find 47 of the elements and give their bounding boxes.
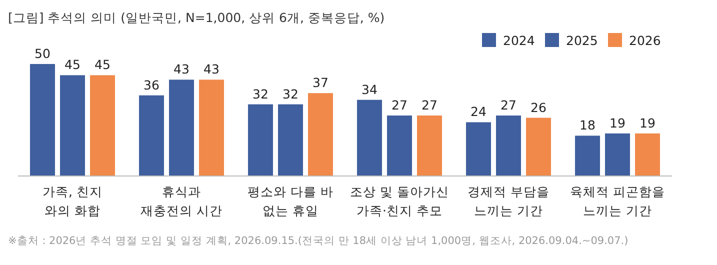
- bar: [635, 133, 660, 176]
- legend-label: 2024: [503, 33, 535, 48]
- x-tick-label: 휴식과 재충전의 시간: [140, 184, 222, 218]
- data-label: 18: [580, 118, 596, 133]
- data-label: 36: [144, 77, 160, 92]
- bar: [90, 75, 115, 176]
- data-label: 26: [530, 100, 546, 115]
- bar: [417, 116, 442, 176]
- data-label: 32: [282, 86, 298, 102]
- data-label: 19: [610, 115, 626, 130]
- data-label: 43: [204, 62, 220, 77]
- bar: [496, 116, 521, 176]
- text: ※출처 : 2026년 추석 명절 모임 및 일정 계획, 2026.09.15.(전국의 만 18세 이상 남녀 1,000명, 웹조사, 2026.09.04.~09.07.): [8, 235, 628, 247]
- legend-label: 2025: [566, 33, 598, 48]
- data-label: 27: [500, 98, 516, 113]
- bar: [139, 95, 164, 176]
- chart-title: [그림] 추석의 의미 (일반국민, N=1,000, 상위 6개, 중복응답, %): [8, 10, 385, 25]
- bar: [575, 136, 600, 176]
- x-tick-label: 조상 및 돌아가신 가족·친지 추모: [350, 184, 449, 218]
- bar: [169, 80, 194, 176]
- bar: [248, 104, 273, 176]
- x-tick-label: 가족, 친지 와의 화합: [42, 184, 102, 218]
- x-tick-label: 평소와 다를 바 없는 휴일: [248, 184, 334, 218]
- bar: [357, 100, 382, 176]
- bar: [605, 133, 630, 176]
- data-label: 50: [34, 46, 50, 61]
- x-tick-label: 경제적 부담을 느끼는 기간: [468, 184, 550, 218]
- data-label: 45: [64, 57, 80, 72]
- data-label: 27: [392, 98, 408, 113]
- bar: [278, 104, 303, 176]
- bar: [387, 116, 412, 176]
- bar: [199, 80, 224, 176]
- bar: [30, 64, 55, 176]
- bar: [526, 118, 551, 176]
- x-tick-label: 육체적 피곤함을 느끼는 기간: [570, 184, 665, 218]
- data-label: 34: [362, 82, 378, 97]
- data-label: 27: [422, 98, 438, 113]
- data-label: 45: [94, 57, 110, 72]
- bar: [60, 75, 85, 176]
- data-label: 19: [640, 115, 656, 130]
- data-label: 24: [470, 104, 486, 120]
- bar: [308, 93, 333, 176]
- data-label: 32: [252, 86, 268, 102]
- bar: [466, 122, 491, 176]
- legend-label: 2026: [629, 33, 661, 48]
- data-label: 37: [312, 75, 328, 90]
- data-label: 43: [174, 62, 190, 77]
